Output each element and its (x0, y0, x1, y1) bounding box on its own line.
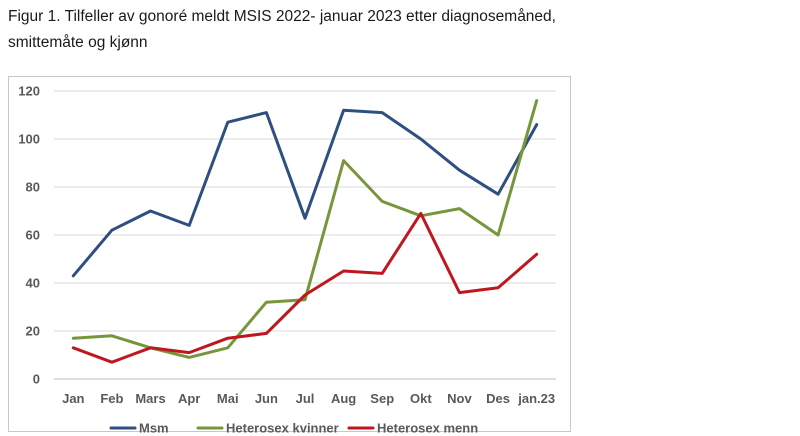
y-tick-label-20: 20 (26, 324, 40, 339)
y-tick-label-80: 80 (26, 180, 40, 195)
legend-label-heterosex-menn: Heterosex menn (377, 421, 478, 436)
y-axis-tick-labels: 0 20 40 60 80 100 120 (18, 84, 40, 387)
series-line-heterosex-menn (71, 211, 539, 364)
y-tick-label-120: 120 (18, 84, 40, 99)
caption-line-2: smittemåte og kjønn (8, 34, 148, 51)
gridlines (54, 90, 556, 380)
x-tick-label-des: Des (486, 391, 510, 406)
y-tick-label-100: 100 (18, 132, 40, 147)
x-tick-label-okt: Okt (410, 391, 432, 406)
legend-label-msm: Msm (139, 421, 169, 436)
x-tick-label-jun: Jun (255, 391, 278, 406)
x-tick-label-mai: Mai (217, 391, 239, 406)
x-tick-label-jan: Jan (62, 391, 84, 406)
x-tick-label-sep: Sep (370, 391, 394, 406)
caption-line-1: Figur 1. Tilfeller av gonoré meldt MSIS … (8, 8, 556, 25)
x-tick-label-apr: Apr (178, 391, 200, 406)
y-tick-label-60: 60 (26, 228, 40, 243)
series-lines (71, 99, 539, 364)
chart-frame (8, 76, 571, 432)
legend-label-heterosex-kvinner: Heterosex kvinner (226, 421, 339, 436)
y-tick-label-0: 0 (33, 372, 40, 387)
y-tick-label-40: 40 (26, 276, 40, 291)
figure-caption: Figur 1. Tilfeller av gonoré meldt MSIS … (8, 4, 568, 56)
x-tick-label-mars: Mars (135, 391, 165, 406)
x-axis-tick-labels: Jan Feb Mars Apr Mai Jun Jul Aug Sep Okt Nov Des jan… (62, 391, 555, 406)
x-tick-label-nov: Nov (447, 391, 472, 406)
x-tick-label-feb: Feb (100, 391, 123, 406)
x-tick-label-jan-23: jan.23 (517, 391, 555, 406)
legend: Msm Heterosex kvinner Heterosex menn (109, 421, 478, 436)
x-tick-label-jul: Jul (296, 391, 315, 406)
series-line-msm (71, 108, 539, 278)
x-tick-label-aug: Aug (331, 391, 356, 406)
